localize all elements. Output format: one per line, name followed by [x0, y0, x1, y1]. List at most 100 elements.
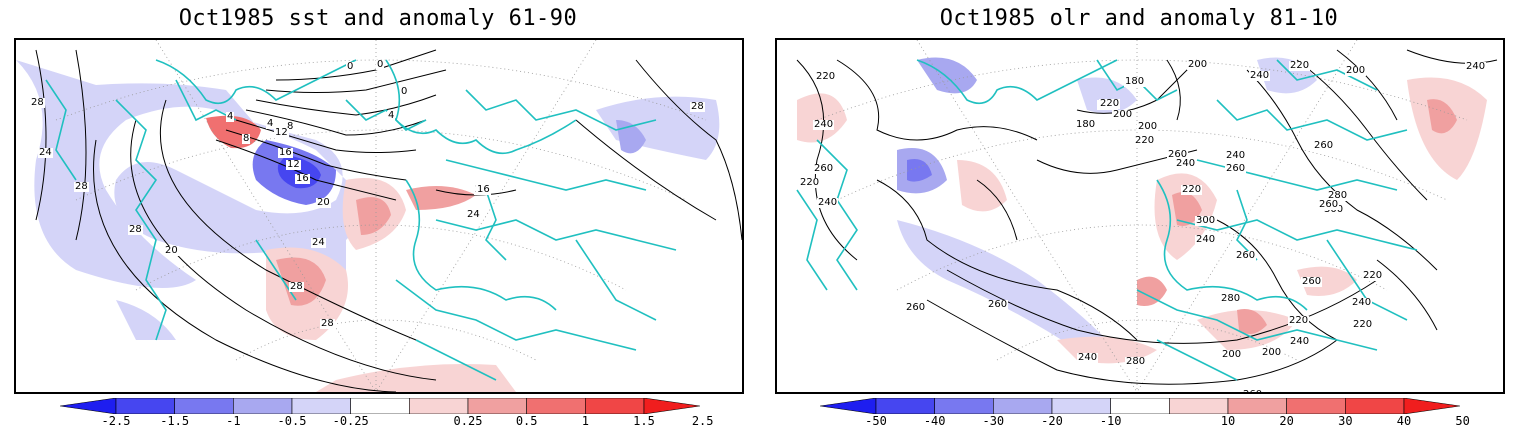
contour-label: 0	[376, 59, 385, 70]
colorbar-box	[1345, 397, 1405, 415]
sst-map-svg	[16, 40, 742, 392]
colorbar-arrow-high	[643, 397, 701, 415]
colorbar-arrow-low	[59, 397, 117, 415]
sst-colorbar: -2.5 -1.5 -1 -0.5 -0.25 0.25 0.5 1 1.5 2.5	[59, 397, 714, 430]
contour-label: 240	[1175, 158, 1197, 169]
contour-label: 220	[1181, 184, 1203, 195]
colorbar-box	[1051, 397, 1111, 415]
colorbar-tick-label: 40	[1396, 414, 1412, 428]
contour-label: 260	[1318, 199, 1340, 210]
colorbar-box	[526, 397, 586, 415]
colorbar-tick-label: -2.5	[101, 414, 131, 428]
contour-label: 8	[242, 133, 251, 144]
contour-label: 180	[1124, 76, 1146, 87]
contour-label: 200	[1187, 59, 1209, 70]
contour-label: 260	[1313, 140, 1335, 151]
colorbar-box	[174, 397, 234, 415]
contour-label: 240	[1077, 352, 1099, 363]
colorbar-box	[1286, 397, 1346, 415]
contour-label: 12	[274, 127, 289, 138]
colorbar-tick-label: -30	[982, 414, 1005, 428]
contour-label: 200	[1261, 347, 1283, 358]
contour-label: 240	[1225, 150, 1247, 161]
contour-label: 16	[278, 147, 293, 158]
contour-label: 8	[286, 121, 295, 132]
colorbar-tick-label: -50	[865, 414, 887, 428]
contour-label: 260	[905, 302, 927, 313]
contour-label: 240	[817, 197, 839, 208]
contour-label: 240	[1351, 297, 1373, 308]
colorbar-box	[233, 397, 293, 415]
contour-label: 260	[1242, 390, 1264, 392]
colorbar-tick-label: -1	[226, 414, 241, 428]
colorbar-box	[934, 397, 994, 415]
colorbar-tick-label: -1.5	[160, 414, 190, 428]
colorbar-box	[1169, 397, 1229, 415]
contour-label: 260	[1225, 163, 1247, 174]
olr-colorbar: -50 -40 -30 -20 -10 10 20 30 40 50	[819, 397, 1470, 430]
contour-label: 220	[1288, 315, 1310, 326]
right-panel-title: Oct1985 olr and anomaly 81-10	[939, 6, 1339, 31]
colorbar-tick-label: 0.5	[515, 414, 538, 428]
contour-label: 220	[1289, 60, 1311, 71]
contour-label: 200	[1112, 109, 1134, 120]
contour-label: 240	[813, 119, 835, 130]
contour-label: 180	[1075, 119, 1097, 130]
sst-anomaly-map: 2824282820481612481216202424201628282800…	[14, 38, 744, 394]
colorbar-box	[875, 397, 935, 415]
contour-label: 28	[30, 97, 45, 108]
contour-label: 200	[1221, 349, 1243, 360]
contour-label: 12	[286, 159, 301, 170]
contour-label: 260	[987, 299, 1009, 310]
colorbar-box	[350, 397, 410, 415]
contour-label: 28	[320, 318, 335, 329]
contour-label: 28	[74, 181, 89, 192]
contour-label: 220	[1362, 270, 1384, 281]
colorbar-tick-label: -0.25	[332, 414, 369, 428]
contour-label: 260	[1301, 276, 1323, 287]
contour-label: 28	[690, 101, 705, 112]
contour-label: 16	[295, 173, 310, 184]
contour-label: 240	[1289, 336, 1311, 347]
colorbar-box	[993, 397, 1053, 415]
colorbar-tick-label: 50	[1455, 414, 1470, 428]
contour-label: 280	[1220, 293, 1242, 304]
contour-label: 4	[387, 110, 396, 121]
contour-label: 240	[1195, 234, 1217, 245]
colorbar-box	[467, 397, 527, 415]
sst-colorbar-svg	[59, 397, 701, 415]
contour-label: 220	[815, 71, 837, 82]
contour-label: 20	[316, 197, 331, 208]
contour-label: 260	[1167, 149, 1189, 160]
contour-label: 240	[1465, 61, 1487, 72]
contour-label: 24	[311, 237, 326, 248]
contour-label: 300	[1195, 215, 1217, 226]
colorbar-box	[291, 397, 351, 415]
contour-label: 200	[1137, 121, 1159, 132]
contour-label: 0	[346, 61, 355, 72]
colorbar-box	[1227, 397, 1287, 415]
contour-label: 24	[466, 209, 481, 220]
olr-map-svg	[785, 40, 1499, 392]
contour-label: 260	[1235, 250, 1257, 261]
colorbar-tick-label: -40	[923, 414, 946, 428]
colorbar-tick-label: 30	[1338, 414, 1353, 428]
colorbar-box	[1110, 397, 1170, 415]
contour-label: 260	[813, 163, 835, 174]
colorbar-tick-label: 20	[1279, 414, 1294, 428]
colorbar-box	[409, 397, 469, 415]
contour-label: 20	[164, 245, 179, 256]
contour-label: 240	[1249, 70, 1271, 81]
colorbar-box	[585, 397, 645, 415]
contour-label: 220	[1352, 319, 1374, 330]
contour-label: 28	[289, 281, 304, 292]
colorbar-tick-label: 1.5	[633, 414, 655, 428]
colorbar-tick-label: 0.25	[453, 414, 483, 428]
contour-label: 220	[1134, 135, 1156, 146]
olr-colorbar-svg	[819, 397, 1461, 415]
colorbar-tick-label: 2.5	[691, 414, 714, 428]
contour-label: 280	[1327, 190, 1349, 201]
contour-label: 220	[799, 177, 821, 188]
colorbar-tick-label: -10	[1099, 414, 1122, 428]
contour-label: 24	[38, 147, 53, 158]
